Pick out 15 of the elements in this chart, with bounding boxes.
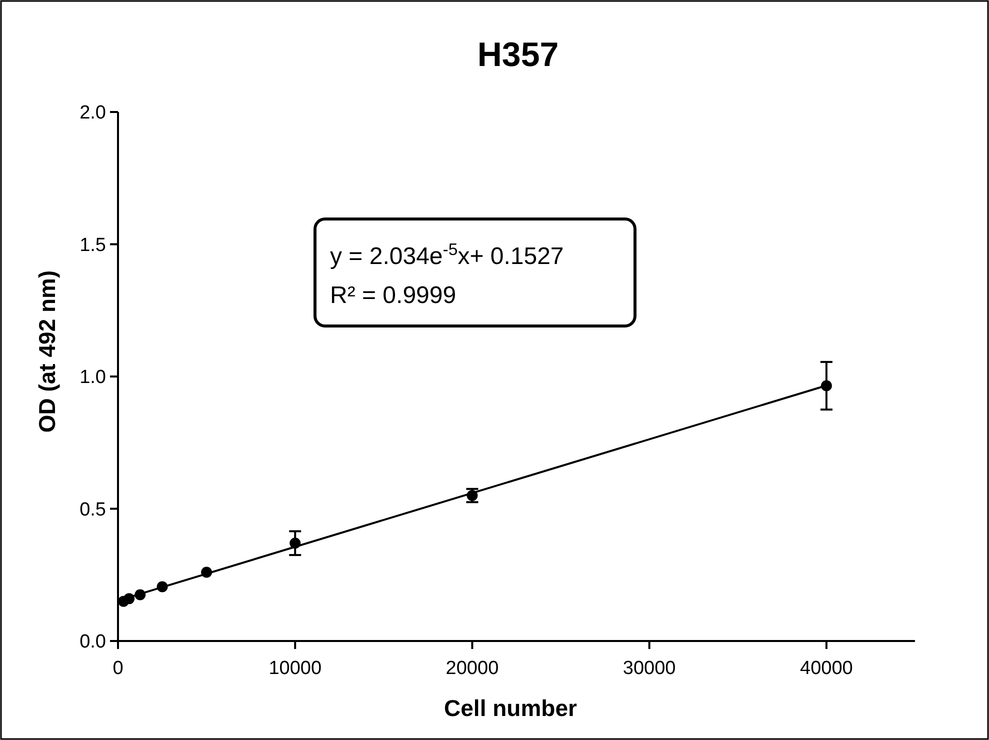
y-tick-label: 0.0 (80, 632, 106, 653)
chart-title: H357 (477, 36, 559, 74)
y-tick-label: 1.5 (80, 234, 106, 256)
x-tick-label: 20000 (446, 658, 499, 679)
y-axis-title: OD (at 492 nm) (34, 270, 60, 433)
x-tick-label: 40000 (800, 658, 853, 679)
x-axis-title: Cell number (444, 695, 577, 721)
x-tick-label: 10000 (268, 658, 322, 679)
y-tick-label: 2.0 (80, 102, 106, 124)
x-tick-label: 0 (112, 658, 124, 679)
x-tick-label: 30000 (622, 658, 676, 679)
y-tick-label: 0.5 (80, 499, 106, 520)
annotation: R² = 0.9999 (330, 282, 456, 309)
annotation: y = 2.034e$^{-5}$x+ 0.1527 (330, 240, 564, 270)
y-tick-label: 1.0 (80, 367, 106, 388)
